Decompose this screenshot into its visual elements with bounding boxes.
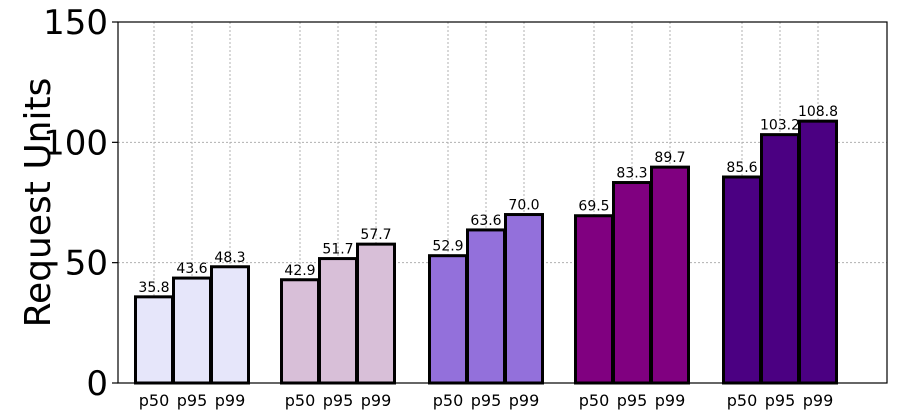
- bars: [134, 119, 838, 385]
- bar-group-2-p50: [280, 278, 320, 385]
- y-tick-label: 50: [65, 244, 108, 284]
- y-tick-label: 0: [86, 364, 108, 404]
- x-tick-label: p95: [323, 391, 354, 410]
- x-tick-label: p99: [803, 391, 834, 410]
- x-tick-label: p50: [285, 391, 316, 410]
- x-tick-label: p95: [617, 391, 648, 410]
- data-label: 52.9: [432, 239, 463, 255]
- y-tick-labels: 0 50 100 150: [43, 3, 118, 404]
- data-label: 57.7: [360, 227, 391, 243]
- x-tick-label: p99: [509, 391, 540, 410]
- x-tick-label: p99: [655, 391, 686, 410]
- x-tick-label: p50: [727, 391, 758, 410]
- data-label: 103.2: [760, 118, 800, 134]
- bar-group-5-p50: [722, 175, 762, 385]
- x-tick-label: p95: [765, 391, 796, 410]
- data-label: 43.6: [176, 261, 207, 277]
- bar-group-2-p95: [318, 257, 358, 385]
- bar-group-5-p95: [760, 133, 800, 385]
- x-tick-label: p99: [215, 391, 246, 410]
- y-axis-label: Request Units: [18, 78, 59, 328]
- bar-group-2-p99: [356, 242, 396, 385]
- plot-frame: [117, 21, 888, 384]
- data-label: 48.3: [214, 250, 245, 266]
- bar-group-1-p95: [172, 276, 212, 385]
- bar-group-4-p50: [574, 214, 614, 385]
- x-tick-label: p50: [139, 391, 170, 410]
- data-label: 85.6: [726, 160, 757, 176]
- bar-group-4-p99: [650, 165, 690, 385]
- x-tick-label: p95: [471, 391, 502, 410]
- y-tick-label: 100: [43, 123, 108, 163]
- x-tick-label: p99: [361, 391, 392, 410]
- x-tick-label: p95: [177, 391, 208, 410]
- bar-group-3-p95: [466, 228, 506, 385]
- data-label: 69.5: [578, 199, 609, 215]
- data-label: 51.7: [322, 242, 353, 258]
- data-label: 70.0: [508, 198, 539, 214]
- bar-group-1-p99: [210, 265, 250, 385]
- bar-group-3-p50: [428, 254, 468, 385]
- bar-group-1-p50: [134, 295, 174, 385]
- data-label: 89.7: [654, 150, 685, 166]
- data-labels: 35.8 43.6 48.3 42.9 51.7 57.7 52.9 63.6 70.0 69.5…: [138, 104, 838, 296]
- x-tick-labels: p50 p95 p99 p50 p95 p99 p50 p95 p99 p50 p95 p99 p50 p…: [139, 391, 834, 410]
- data-label: 83.3: [616, 166, 647, 182]
- bar-group-5-p99: [798, 119, 838, 385]
- x-tick-label: p50: [433, 391, 464, 410]
- data-label: 63.6: [470, 213, 501, 229]
- data-label: 108.8: [798, 104, 838, 120]
- x-tick-label: p50: [579, 391, 610, 410]
- y-tick-label: 150: [43, 3, 108, 43]
- data-label: 35.8: [138, 280, 169, 296]
- bar-group-4-p95: [612, 181, 652, 385]
- bar-group-3-p99: [504, 213, 544, 385]
- data-label: 42.9: [284, 263, 315, 279]
